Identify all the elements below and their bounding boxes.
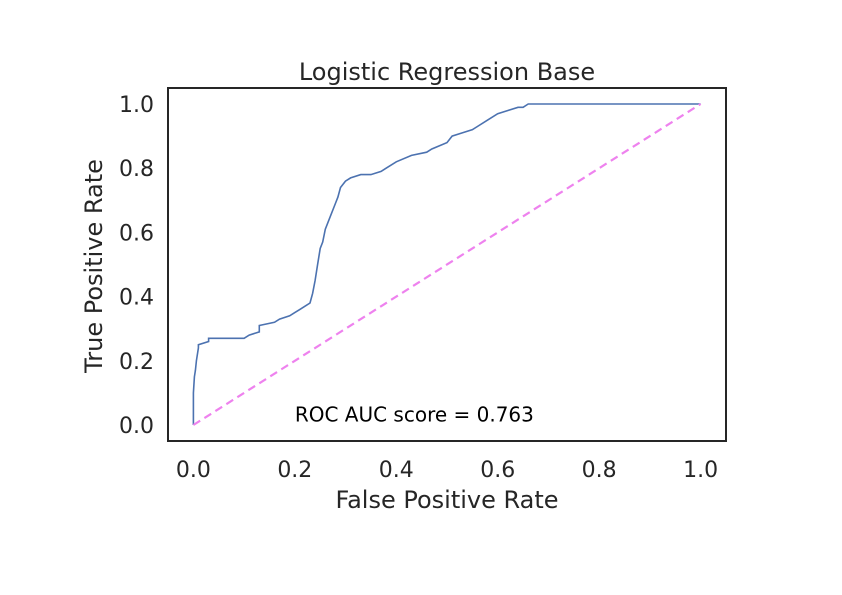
plot-area: ROC AUC score = 0.763 [167,87,727,442]
x-axis-ticks: 0.0 0.2 0.4 0.6 0.8 1.0 [176,458,718,483]
x-tick-label: 0.6 [480,458,515,483]
x-tick-label: 1.0 [683,458,718,483]
y-tick-label: 1.0 [119,93,154,118]
y-tick-label: 0.6 [119,221,154,246]
x-tick-label: 0.2 [277,458,312,483]
plot-frame [167,87,727,442]
y-tick-label: 0.2 [119,350,154,375]
y-tick-label: 0.0 [119,414,154,439]
x-tick-label: 0.0 [176,458,211,483]
chart-title: Logistic Regression Base [299,58,595,86]
y-tick-label: 0.4 [119,286,154,311]
series-layer [192,103,702,426]
roc-curve-line [192,103,701,425]
x-tick-label: 0.4 [379,458,414,483]
y-axis-label: True Positive Rate [80,159,108,374]
x-tick-label: 0.8 [582,458,617,483]
y-axis-ticks: 0.0 0.2 0.4 0.6 0.8 1.0 [119,93,154,439]
roc-auc-annotation: ROC AUC score = 0.763 [295,403,534,427]
y-tick-label: 0.8 [119,157,154,182]
x-axis-label: False Positive Rate [335,486,558,514]
diagonal-reference-line [192,103,702,426]
